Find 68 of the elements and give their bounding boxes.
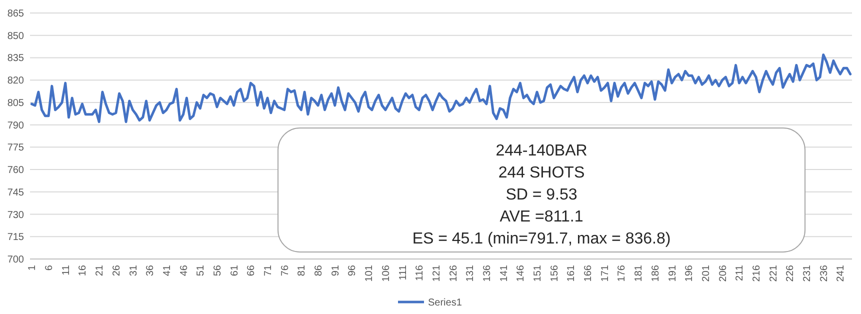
line-series [30,53,852,124]
x-tick-label: 56 [212,264,224,276]
x-tick-label: 186 [650,264,662,282]
x-tick-label: 156 [549,264,560,282]
y-tick-label: 790 [7,120,24,132]
x-tick-label: 161 [566,264,578,282]
annotation: 244-140BAR [496,142,588,160]
annotation: AVE =811.1 [500,208,584,226]
annotation: ES = 45.1 (min=791.7, max = 836.8) [412,230,671,248]
x-tick-label: 206 [718,264,729,282]
y-tick-label: 745 [7,187,24,198]
x-tick-label: 61 [229,264,240,276]
x-tick-label: 76 [280,264,291,276]
x-tick-label: 171 [600,264,611,282]
x-tick-label: 16 [78,264,89,276]
annotation: 244 SHOTS [498,164,585,182]
x-tick-label: 241 [836,264,847,282]
x-tick-label: 196 [684,264,696,282]
y-tick-label: 760 [7,165,24,176]
y-tick-label: 700 [7,254,24,266]
x-tick-label: 91 [330,264,342,276]
x-tick-label: 66 [246,264,258,276]
x-tick-label: 141 [498,264,510,282]
x-tick-label: 6 [44,264,56,271]
x-tick-label: 126 [448,264,460,282]
x-tick-label: 236 [818,264,830,282]
x-tick-label: 136 [482,264,493,282]
x-tick-label: 41 [162,264,173,276]
x-tick-label: 11 [60,264,72,276]
x-tick-label: 116 [414,264,426,281]
x-tick-label: 191 [667,264,678,282]
x-tick-label: 131 [465,264,476,282]
y-tick-label: 805 [7,98,24,109]
x-tick-label: 221 [768,264,780,282]
x-tick-label: 26 [111,264,122,276]
y-tick-label: 715 [7,232,24,244]
x-tick-label: 86 [314,264,325,276]
x-tick-label: 201 [700,264,712,282]
y-tick-label: 835 [7,53,24,64]
x-tick-label: 151 [532,264,544,282]
y-tick-label: 820 [7,76,24,87]
y-tick-label: 730 [7,210,24,221]
x-tick-label: 31 [128,264,140,276]
x-tick-label: 101 [364,264,376,282]
x-tick-label: 96 [347,264,358,276]
y-tick-label: 865 [7,8,24,20]
x-tick-label: 106 [380,264,392,282]
legend-label: Series1 [428,298,462,308]
x-tick-label: 216 [751,264,762,282]
x-tick-label: 36 [145,264,156,276]
x-tick-label: 146 [516,264,527,282]
x-tick-label: 231 [802,264,814,282]
x-tick-label: 46 [178,264,190,276]
x-tick-label: 111 [398,264,409,280]
y-tick-label: 850 [7,30,24,42]
x-tick-label: 211 [734,264,746,281]
x-tick-label: 176 [616,264,628,282]
x-tick-label: 181 [634,264,645,282]
x-tick-label: 226 [785,264,796,282]
x-tick-label: 51 [196,264,207,276]
x-tick-label: 71 [263,264,274,276]
x-tick-label: 1 [27,264,38,271]
x-tick-label: 81 [296,264,308,276]
x-tick-label: 121 [431,264,442,282]
y-tick-label: 775 [7,142,24,154]
annotation: SD = 9.53 [506,186,578,204]
x-tick-label: 21 [94,264,106,276]
x-tick-label: 166 [583,264,594,282]
